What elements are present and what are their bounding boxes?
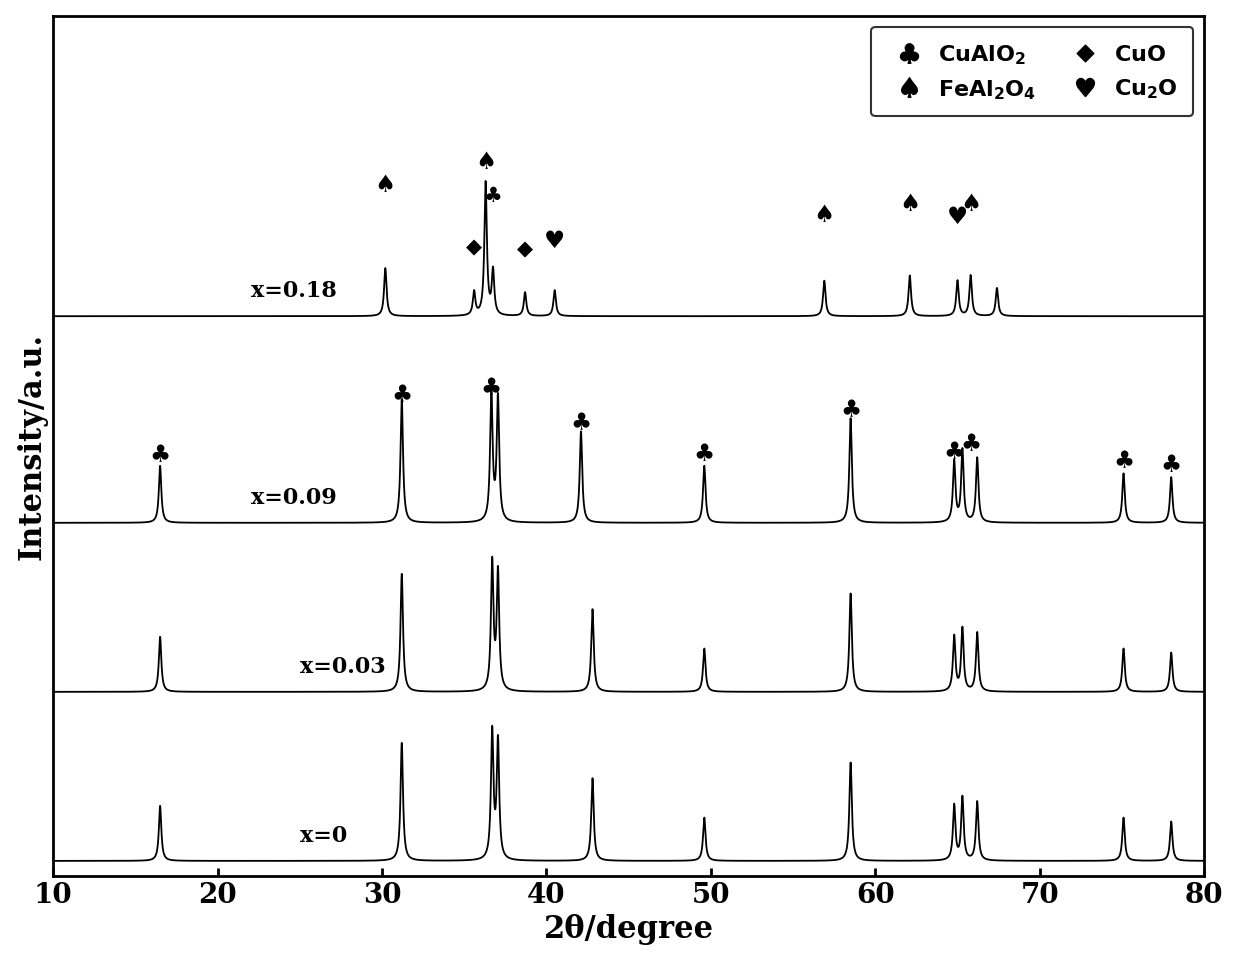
Text: x=0.09: x=0.09 [250,486,336,508]
Text: ♣: ♣ [693,441,714,465]
Text: ♣: ♣ [150,443,171,467]
Text: x=0: x=0 [300,824,347,846]
Text: ♣: ♣ [1161,453,1182,477]
Text: ♣: ♣ [960,431,981,456]
Text: ♠: ♠ [374,173,396,197]
Text: ♣: ♣ [391,382,413,407]
Text: ♣: ♣ [944,439,965,463]
Text: ♥: ♥ [947,205,968,229]
Text: ♥: ♥ [544,229,565,253]
Text: ♣: ♣ [484,186,502,207]
Text: ♣: ♣ [1114,449,1135,473]
Text: ♠: ♠ [813,203,835,227]
Text: ♣: ♣ [570,411,591,435]
Text: ◆: ◆ [517,238,533,259]
Text: ♣: ♣ [481,376,502,400]
Text: ♠: ♠ [960,191,981,215]
X-axis label: 2θ/degree: 2θ/degree [543,913,714,945]
Text: ♠: ♠ [899,191,920,215]
Text: x=0.18: x=0.18 [250,280,336,302]
Text: x=0.03: x=0.03 [300,655,386,678]
Text: ◆: ◆ [466,236,482,257]
Text: ♠: ♠ [475,150,496,174]
Legend: $\mathbf{CuAlO_2}$, $\mathbf{FeAl_2O_4}$, $\mathbf{CuO}$, $\mathbf{Cu_2O}$: $\mathbf{CuAlO_2}$, $\mathbf{FeAl_2O_4}$… [872,28,1193,117]
Text: ♣: ♣ [839,398,861,422]
Y-axis label: Intensity/a.u.: Intensity/a.u. [16,333,47,559]
